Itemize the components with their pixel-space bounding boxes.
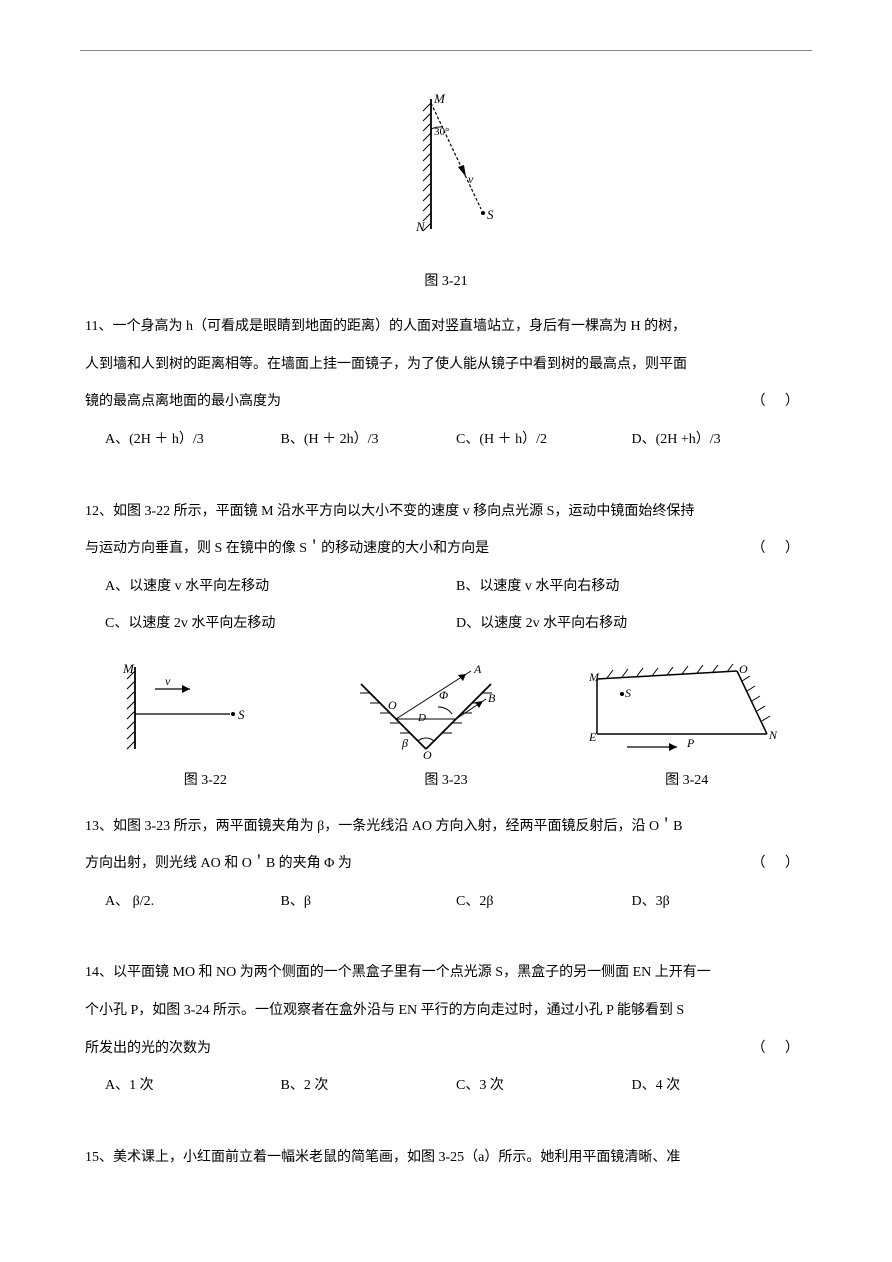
caption-3-23: 图 3-23: [326, 764, 567, 798]
q12-opt-c: C、以速度 2v 水平向左移动: [105, 607, 456, 641]
q14-line3: 所发出的光的次数为 （ ）: [85, 1032, 807, 1066]
q11-opt-b: B、(H ＋ 2h）/3: [281, 423, 457, 457]
q11-line2: 人到墙和人到树的距离相等。在墙面上挂一面镜子，为了使人能从镜子中看到树的最高点，…: [85, 348, 807, 382]
svg-text:S: S: [487, 207, 494, 222]
figure-3-21: M N S v 30°: [85, 91, 807, 255]
page-top-line: [80, 50, 812, 51]
q11-paren: （ ）: [752, 385, 808, 419]
q12-line2: 与运动方向垂直，则 S 在镜中的像 S＇的移动速度的大小和方向是 （ ）: [85, 532, 807, 566]
q11-line1: 11、一个身高为 h（可看成是眼睛到地面的距离）的人面对竖直墙站立，身后有一棵高…: [85, 310, 807, 344]
svg-text:B: B: [488, 691, 496, 705]
caption-3-22: 图 3-22: [85, 764, 326, 798]
q13-options: A、 β/2. B、β C、2β D、3β: [105, 885, 807, 919]
svg-text:Φ: Φ: [439, 688, 448, 702]
q11-options: A、(2H ＋ h）/3 B、(H ＋ 2h）/3 C、(H ＋ h）/2 D、…: [105, 423, 807, 457]
svg-text:30°: 30°: [434, 126, 449, 138]
svg-text:β: β: [401, 736, 408, 750]
q12-options-row1: A、以速度 v 水平向左移动 B、以速度 v 水平向右移动: [105, 570, 807, 604]
q13-opt-b: B、β: [281, 885, 457, 919]
svg-text:O: O: [423, 748, 432, 759]
q13-paren: （ ）: [752, 847, 808, 881]
q11-opt-d: D、(2H +h）/3: [632, 423, 808, 457]
caption-3-21: 图 3-21: [85, 265, 807, 299]
q13-opt-a: A、 β/2.: [105, 885, 281, 919]
svg-text:M: M: [588, 670, 600, 684]
q11-opt-a: A、(2H ＋ h）/3: [105, 423, 281, 457]
svg-text:M: M: [122, 661, 135, 676]
q12-opt-d: D、以速度 2v 水平向右移动: [456, 607, 807, 641]
figure-row: M v S O O A B D Φ β: [85, 659, 807, 759]
svg-text:N: N: [768, 728, 778, 742]
svg-text:E: E: [588, 730, 597, 744]
q11-line3-text: 镜的最高点离地面的最小高度为: [85, 394, 281, 409]
svg-text:N: N: [415, 219, 426, 234]
q12-opt-b: B、以速度 v 水平向右移动: [456, 570, 807, 604]
svg-text:v: v: [165, 674, 171, 688]
diagram-3-23: O O A B D Φ β: [326, 659, 526, 759]
q14-line2: 个小孔 P，如图 3-24 所示。一位观察者在盒外沿与 EN 平行的方向走过时，…: [85, 994, 807, 1028]
q12-opt-a: A、以速度 v 水平向左移动: [105, 570, 456, 604]
q14-paren: （ ）: [752, 1032, 808, 1066]
q13-opt-d: D、3β: [632, 885, 808, 919]
q11-opt-c: C、(H ＋ h）/2: [456, 423, 632, 457]
q14-line3-text: 所发出的光的次数为: [85, 1041, 211, 1056]
q14-line1: 14、以平面镜 MO 和 NO 为两个侧面的一个黑盒子里有一个点光源 S，黑盒子…: [85, 956, 807, 990]
q14-opt-a: A、1 次: [105, 1069, 281, 1103]
q12-line2-text: 与运动方向垂直，则 S 在镜中的像 S＇的移动速度的大小和方向是: [85, 541, 489, 556]
q12-paren: （ ）: [752, 532, 808, 566]
svg-text:v: v: [468, 172, 474, 186]
svg-text:O: O: [739, 662, 748, 676]
q15-line1: 15、美术课上，小红面前立着一幅米老鼠的简笔画，如图 3-25（a）所示。她利用…: [85, 1141, 807, 1175]
svg-text:D: D: [417, 712, 426, 724]
q14-opt-d: D、4 次: [632, 1069, 808, 1103]
q14-opt-b: B、2 次: [281, 1069, 457, 1103]
q13-opt-c: C、2β: [456, 885, 632, 919]
q12-line1: 12、如图 3-22 所示，平面镜 M 沿水平方向以大小不变的速度 v 移向点光…: [85, 495, 807, 529]
caption-3-24: 图 3-24: [566, 764, 807, 798]
diagram-3-24: M O N E P S: [567, 659, 787, 759]
q13-line2-text: 方向出射，则光线 AO 和 O＇B 的夹角 Φ 为: [85, 856, 352, 871]
diagram-3-22: M v S: [105, 659, 285, 759]
svg-text:O: O: [388, 698, 397, 712]
q12-options-row2: C、以速度 2v 水平向左移动 D、以速度 2v 水平向右移动: [105, 607, 807, 641]
svg-text:S: S: [625, 686, 631, 700]
figure-labels-row: 图 3-22 图 3-23 图 3-24: [85, 764, 807, 798]
svg-text:M: M: [433, 91, 446, 106]
svg-text:A: A: [473, 662, 482, 676]
q14-opt-c: C、3 次: [456, 1069, 632, 1103]
q13-line1: 13、如图 3-23 所示，两平面镜夹角为 β，一条光线沿 AO 方向入射，经两…: [85, 810, 807, 844]
diagram-3-21: M N S v 30°: [386, 91, 506, 241]
q11-line3: 镜的最高点离地面的最小高度为 （ ）: [85, 385, 807, 419]
svg-text:S: S: [238, 707, 245, 722]
q13-line2: 方向出射，则光线 AO 和 O＇B 的夹角 Φ 为 （ ）: [85, 847, 807, 881]
q14-options: A、1 次 B、2 次 C、3 次 D、4 次: [105, 1069, 807, 1103]
svg-text:P: P: [686, 736, 695, 750]
